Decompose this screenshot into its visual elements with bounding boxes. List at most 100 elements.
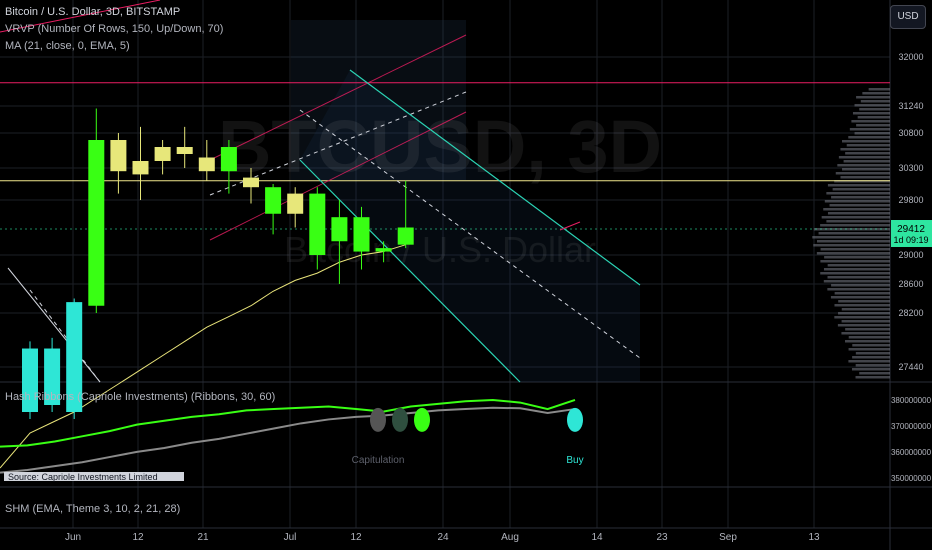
volume-bar bbox=[835, 172, 890, 175]
buy-dot bbox=[567, 407, 583, 432]
volume-bar bbox=[855, 352, 890, 355]
volume-bar bbox=[820, 248, 890, 251]
volume-bar bbox=[840, 176, 890, 179]
volume-bar bbox=[823, 280, 890, 283]
volume-bar bbox=[841, 320, 890, 323]
volume-bar bbox=[856, 124, 890, 127]
time-tick-4: 12 bbox=[350, 532, 362, 543]
source-box: Source: Capriole Investments Limited bbox=[4, 472, 184, 482]
candle-14 bbox=[331, 217, 348, 242]
volume-bar bbox=[845, 340, 890, 343]
candle-12 bbox=[287, 193, 304, 214]
hash-ribbons-legend[interactable]: Hash Ribbons (Capriole Investments) (Rib… bbox=[5, 391, 276, 403]
volume-bar bbox=[852, 112, 890, 115]
axes: 32000 31240 30800 30300 29800 29000 28600 28200… bbox=[65, 52, 932, 543]
volume-bar bbox=[827, 212, 890, 215]
volume-bar bbox=[831, 196, 890, 199]
volume-bar bbox=[827, 276, 890, 279]
volume-bar bbox=[852, 344, 890, 347]
volume-bar bbox=[862, 92, 890, 95]
volume-bar bbox=[842, 140, 890, 143]
volume-bar bbox=[823, 268, 890, 271]
volume-bar bbox=[826, 192, 890, 195]
channel-drawings bbox=[0, 0, 641, 383]
volume-bar bbox=[813, 244, 890, 247]
candle-11 bbox=[265, 187, 282, 214]
volume-bar bbox=[820, 260, 890, 263]
volume-bar bbox=[848, 336, 890, 339]
candle-13 bbox=[309, 193, 326, 255]
volume-bar bbox=[827, 184, 890, 187]
volume-bar bbox=[854, 104, 890, 107]
shm-legend[interactable]: SHM (EMA, Theme 3, 10, 2, 21, 28) bbox=[5, 503, 181, 515]
buy-label: Buy bbox=[566, 455, 583, 466]
ma-legend[interactable]: MA (21, close, 0, EMA, 5) bbox=[5, 40, 130, 52]
ribbon-tick-1: 370000000 bbox=[891, 422, 932, 431]
channel-fills bbox=[291, 20, 640, 382]
time-tick-3: Jul bbox=[284, 532, 297, 543]
volume-bar bbox=[838, 156, 890, 159]
ribbon-tick-2: 360000000 bbox=[891, 448, 932, 457]
volume-bar bbox=[829, 204, 890, 207]
volume-bar bbox=[820, 272, 890, 275]
candle-5 bbox=[132, 161, 149, 175]
volume-bar bbox=[855, 376, 890, 379]
volume-bar bbox=[849, 128, 890, 131]
candle-16 bbox=[375, 248, 392, 252]
channel-box-fill bbox=[291, 20, 466, 180]
price-tick-2: 30800 bbox=[898, 128, 923, 138]
time-tick-5: 24 bbox=[437, 532, 449, 543]
watermark: BTCUSD, 3D Bitcoin / U.S. Dollar bbox=[218, 105, 662, 270]
candle-15 bbox=[353, 217, 370, 252]
chart-title: Bitcoin / U.S. Dollar, 3D, BITSTAMP bbox=[5, 6, 181, 18]
candle-17 bbox=[397, 227, 414, 245]
volume-bar bbox=[826, 220, 890, 223]
volume-profile bbox=[812, 88, 890, 379]
price-tick-6: 28600 bbox=[898, 279, 923, 289]
volume-bar bbox=[820, 224, 890, 227]
volume-bar bbox=[830, 296, 890, 299]
volume-bar bbox=[848, 136, 890, 139]
vrvp-legend[interactable]: VRVP (Number Of Rows, 150, Up/Down, 70) bbox=[5, 23, 224, 35]
currency-button[interactable]: USD bbox=[890, 5, 926, 29]
price-tick-1: 31240 bbox=[898, 101, 923, 111]
volume-bar bbox=[816, 252, 890, 255]
time-tick-2: 21 bbox=[197, 532, 209, 543]
source-text: Source: Capriole Investments Limited bbox=[8, 472, 158, 482]
left-trend-dashed bbox=[29, 289, 101, 383]
volume-bar bbox=[859, 108, 890, 111]
ribbon-series-1 bbox=[0, 406, 576, 474]
volume-bar bbox=[831, 284, 890, 287]
lower-channel-line bbox=[209, 111, 467, 241]
descending-mid-dashed bbox=[299, 109, 641, 359]
price-levels bbox=[0, 82, 890, 230]
hash-ribbons bbox=[0, 398, 583, 474]
volume-bar bbox=[834, 316, 890, 319]
volume-bar bbox=[855, 364, 890, 367]
candles bbox=[22, 108, 414, 419]
upper-channel-line bbox=[209, 34, 467, 161]
price-tick-8: 27440 bbox=[898, 362, 923, 372]
volume-bar bbox=[845, 152, 890, 155]
volume-bar bbox=[818, 232, 890, 235]
capitulation-dot-1 bbox=[392, 407, 408, 432]
ribbon-series-0 bbox=[0, 398, 576, 448]
volume-bar bbox=[840, 148, 890, 151]
volume-bar bbox=[857, 116, 890, 119]
volume-bar bbox=[827, 264, 890, 267]
volume-bar bbox=[842, 168, 890, 171]
volume-bar bbox=[854, 132, 890, 135]
price-tick-5: 29000 bbox=[898, 250, 923, 260]
volume-bar bbox=[834, 292, 890, 295]
time-tick-8: 23 bbox=[656, 532, 668, 543]
volume-bar bbox=[821, 216, 890, 219]
watermark-symbol: BTCUSD, 3D bbox=[218, 105, 662, 188]
volume-bar bbox=[845, 328, 890, 331]
candle-9 bbox=[220, 147, 237, 172]
volume-bar bbox=[832, 188, 890, 191]
candle-0 bbox=[22, 348, 38, 412]
candle-2 bbox=[66, 302, 83, 412]
volume-bar bbox=[838, 300, 890, 303]
descending-upper-line bbox=[349, 69, 641, 286]
